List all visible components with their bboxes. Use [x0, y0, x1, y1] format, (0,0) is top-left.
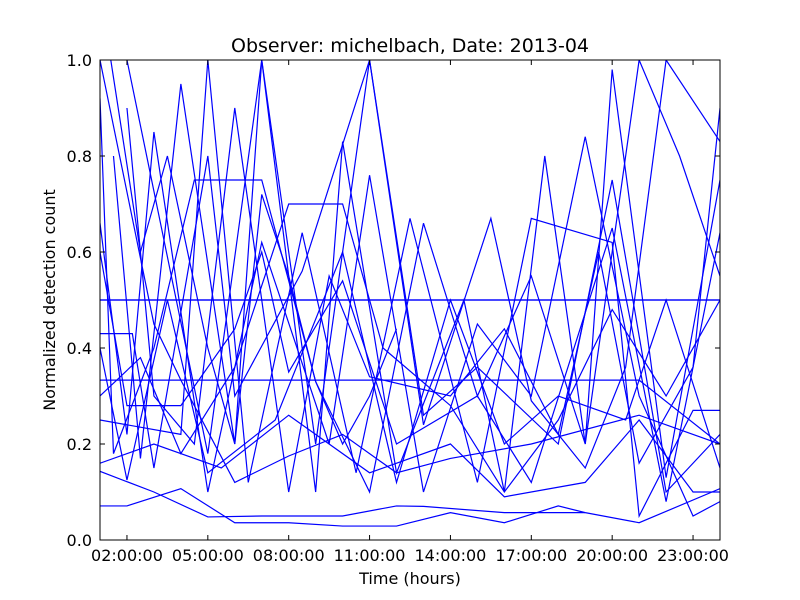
- y-tick-label: 0.2: [67, 435, 92, 454]
- y-axis-label: Normalized detection count: [40, 189, 59, 411]
- y-tick-label: 0.4: [67, 339, 92, 358]
- x-axis: 02:00:00 05:00:00 08:00:00 11:00:00 14:00:00…: [91, 60, 729, 565]
- series-line-18: [100, 60, 720, 470]
- series-layer: [100, 60, 720, 527]
- y-tick-label: 0.6: [67, 243, 92, 262]
- x-tick-label: 23:00:00: [657, 546, 729, 565]
- series-line-7: [110, 60, 398, 446]
- x-axis-label: Time (hours): [358, 569, 461, 588]
- series-line-16: [126, 107, 720, 493]
- y-tick-label: 1.0: [67, 51, 92, 70]
- series-line-9: [100, 69, 720, 494]
- plot-frame: [99, 59, 721, 541]
- y-axis: 0.0 0.2 0.4 0.6 0.8 1.0: [67, 51, 720, 550]
- series-line-12: [100, 60, 720, 519]
- chart-title: Observer: michelbach, Date: 2013-04: [231, 35, 589, 57]
- series-line-5: [100, 470, 586, 518]
- series-line-15: [100, 414, 720, 498]
- x-tick-label: 11:00:00: [334, 546, 406, 565]
- y-tick-label: 0.0: [67, 531, 92, 550]
- x-tick-label: 20:00:00: [576, 546, 648, 565]
- series-line-11: [100, 131, 720, 517]
- series-line-17: [100, 227, 720, 502]
- y-tick-label: 0.8: [67, 147, 92, 166]
- x-tick-label: 17:00:00: [495, 546, 567, 565]
- series-line-13: [100, 250, 720, 485]
- x-tick-label: 02:00:00: [91, 546, 163, 565]
- series-line-8: [126, 60, 720, 494]
- x-tick-label: 08:00:00: [253, 546, 325, 565]
- x-tick-label: 14:00:00: [415, 546, 487, 565]
- series-line-14: [112, 60, 720, 493]
- x-tick-label: 05:00:00: [172, 546, 244, 565]
